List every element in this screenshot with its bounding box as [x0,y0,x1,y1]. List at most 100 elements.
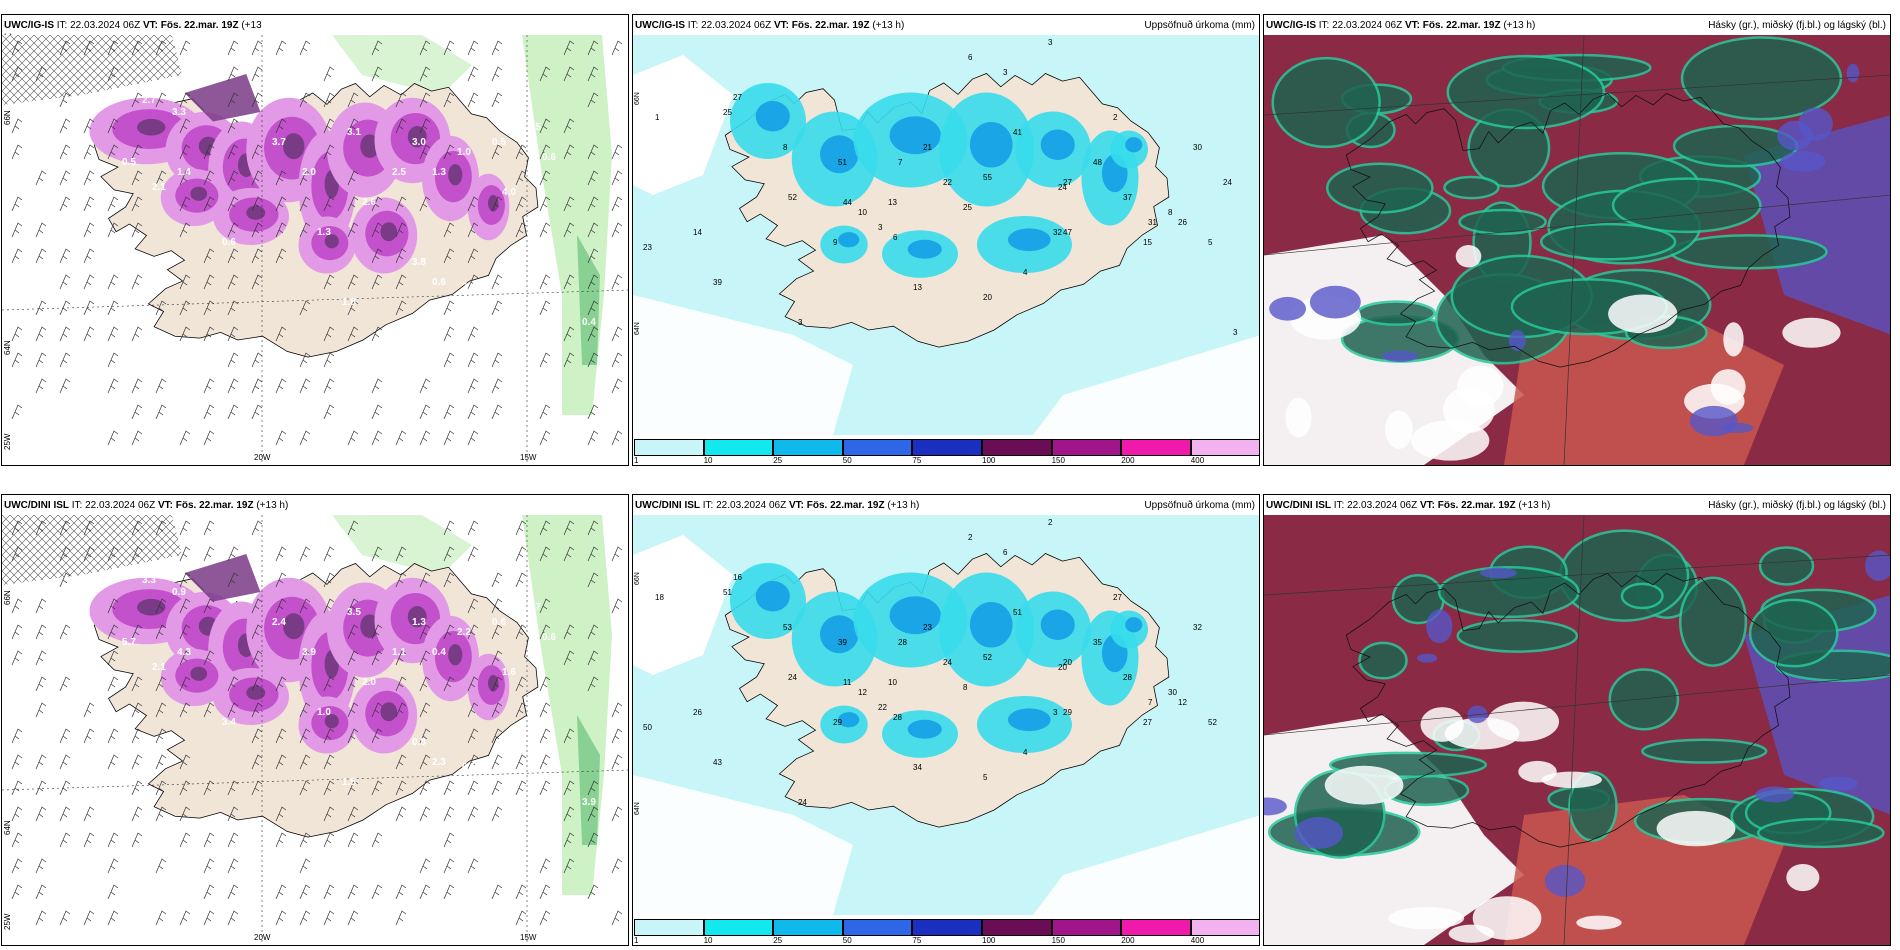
cloud-map-igis: UWC/IG-IS IT: 22.03.2024 06Z VT: Fös. 22… [1263,14,1891,466]
init-time: IT: 22.03.2024 06Z [1331,500,1420,511]
lat-label: 66N [3,590,12,605]
value-label: 3.3 [172,107,186,118]
value-label: 0.4 [432,647,446,658]
map-canvas: 1.2 3.3 0.9 5.7 2.1 4.3 3.4 2.4 3.9 3.5 0.4 2.0 1.3 2… [2,515,628,945]
lead-time: (+13 h) [884,500,920,511]
value-label: 3.9 [302,647,316,658]
colorbar: 1 10 25 50 75 100 150 200 400 [633,915,1259,945]
colorbar-swatch [773,919,843,936]
panel-header: UWC/DINI ISL IT: 22.03.2024 06Z VT: Fös.… [1266,499,1886,513]
precip-value: 34 [913,763,922,772]
valid-time: VT: Fös. 22.mar. 19Z [142,20,239,31]
precip-accum-map-igis: UWC/IG-IS IT: 22.03.2024 06Z VT: Fös. 22… [632,14,1260,466]
lat-label: 64N [634,322,641,335]
init-time: IT: 22.03.2024 06Z [700,500,789,511]
precip-value: 3 [1233,328,1238,337]
precip-value: 51 [723,588,732,597]
colorbar-tick: 200 [1121,456,1135,465]
colorbar-swatch [982,439,1052,456]
precip-value: 53 [783,623,792,632]
precip-value: 2 [1113,113,1118,122]
value-label: 3.4 [222,717,236,728]
colorbar-swatch [842,439,913,456]
map-canvas: 0.4 2.7 3.3 0.5 2.1 1.4 0.6 3.7 2.0 3.1 1.3 2.6 3.0 1… [2,35,628,465]
precip-value: 20 [983,293,992,302]
value-label: 3.7 [272,137,286,148]
precip-value: 48 [1093,158,1102,167]
lat-label: 66N [634,572,641,585]
precip-value: 51 [1013,608,1022,617]
value-label: 2.0 [302,167,316,178]
value-label: 0.5 [122,157,136,168]
colorbar-tick: 75 [912,456,922,465]
precip-value: 30 [1193,143,1202,152]
colorbar-swatch [1051,439,1122,456]
precip-value: 26 [1178,218,1187,227]
precip-type-map-igis: UWC/IG-IS IT: 22.03.2024 06Z VT: Fös. 22… [1,14,629,466]
value-label: 0.5 [527,122,541,133]
precip-value: 5 [983,773,988,782]
precip-value: 11 [843,678,852,687]
value-label: 0.6 [492,617,506,628]
model-name: UWC/DINI ISL [4,500,69,511]
value-label: 0.6 [432,277,446,288]
colorbar-tick: 10 [703,456,713,465]
precip-value: 43 [713,758,722,767]
value-label: 2.4 [462,282,476,293]
value-label: 0.5 [492,137,506,148]
valid-time: VT: Fös. 22.mar. 19Z [788,500,885,511]
value-label: 2.2 [457,627,471,638]
precip-value: 13 [913,283,922,292]
lat-label: 64N [634,802,641,815]
field-title: Uppsöfnuð úrkoma (mm) [1144,500,1255,511]
field-title: Hásky (gr.), miðský (fj.bl.) og lágský (… [1708,500,1886,511]
lon-label: 15W [520,453,537,462]
panel-header: UWC/DINI ISL IT: 22.03.2024 06Z VT: Fös.… [4,499,624,513]
precip-value: 5 [1208,238,1213,247]
colorbar-swatch [703,439,774,456]
precip-value: 35 [1093,638,1102,647]
precip-value: 4 [1023,748,1028,757]
value-label: 0.6 [542,152,556,163]
colorbar-tick: 150 [1051,456,1065,465]
value-label: 1.3 [412,617,426,628]
value-label: 1.0 [457,147,471,158]
lon-label: 15W [520,933,537,942]
lead-time: (+13 [238,20,262,31]
value-label: 1.3 [317,227,331,238]
precip-value: 28 [898,638,907,647]
colorbar-tick: 1 [634,456,639,465]
value-label: 1.3 [432,167,446,178]
precip-value: 22 [943,178,952,187]
precip-value: 31 [1148,218,1157,227]
precip-value: 47 [1063,228,1072,237]
colorbar-swatch [912,439,982,456]
value-label: 1.1 [392,647,406,658]
panel-header: UWC/IG-IS IT: 22.03.2024 06Z VT: Fös. 22… [4,19,624,33]
init-time: IT: 22.03.2024 06Z [685,20,774,31]
panel-header: UWC/IG-IS IT: 22.03.2024 06Z VT: Fös. 22… [635,19,1255,33]
value-label: 2.7 [142,95,156,106]
colorbar-swatch [912,919,982,936]
precip-value: 3 [1053,708,1058,717]
map-canvas [1264,35,1890,465]
precip-value: 27 [1113,593,1122,602]
precip-value: 22 [878,703,887,712]
colorbar-swatch [1121,919,1191,936]
colorbar-swatch [1190,919,1259,936]
precip-value: 3 [1003,68,1008,77]
valid-time: VT: Fös. 22.mar. 19Z [1419,500,1516,511]
precip-value: 52 [983,653,992,662]
colorbar-tick: 10 [703,936,713,945]
lead-time: (+13 h) [1500,20,1536,31]
precip-value: 29 [1063,708,1072,717]
lead-time: (+13 h) [869,20,905,31]
value-label: 0.5 [462,762,476,773]
precip-value: 10 [888,678,897,687]
value-label: 0.6 [222,237,236,248]
value-label: 0.4 [582,317,596,328]
precip-value: 6 [893,233,898,242]
precip-value: 51 [838,158,847,167]
precip-value: 8 [963,683,968,692]
